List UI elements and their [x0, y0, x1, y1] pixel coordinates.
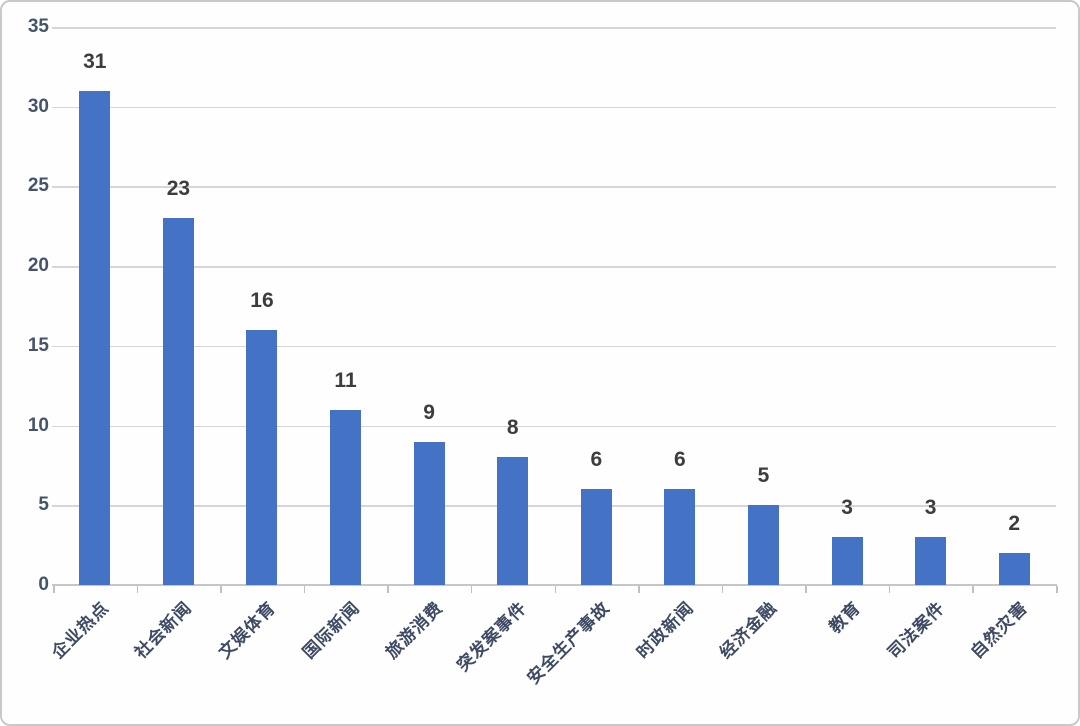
x-axis-tick [387, 586, 389, 593]
x-axis-tick [1056, 586, 1058, 593]
x-axis-tick [805, 586, 807, 593]
bar [998, 553, 1030, 585]
y-axis-tick-label: 30 [27, 95, 49, 117]
y-axis-tick-label: 35 [27, 16, 49, 37]
bar-value-label: 11 [334, 368, 357, 392]
bar-value-label: 31 [83, 49, 107, 73]
x-axis-tick [303, 586, 306, 593]
bar-value-label: 8 [506, 416, 519, 440]
gridline [52, 425, 1056, 428]
y-axis-tick-label: 5 [38, 494, 49, 516]
x-axis-tick [470, 586, 473, 593]
x-axis-tick [220, 586, 222, 593]
x-axis-category-label: 司法案件 [883, 598, 949, 663]
x-axis-tick [136, 586, 139, 593]
x-axis-category-label: 安全生产事故 [523, 598, 614, 688]
x-axis-tick [554, 586, 556, 593]
gridline [52, 27, 1056, 29]
y-axis-tick-label: 15 [27, 334, 49, 356]
bar [246, 329, 278, 585]
x-axis-line [52, 584, 1057, 586]
x-axis-tick [972, 586, 974, 593]
x-axis-category-label: 文娱体育 [215, 598, 280, 663]
gridline [52, 106, 1056, 109]
gridline [52, 505, 1056, 507]
x-axis-category-label: 突发案事件 [453, 598, 531, 676]
bar [664, 489, 696, 585]
bar [330, 409, 362, 585]
y-axis-tick-label: 10 [27, 414, 49, 436]
bar-value-label: 9 [423, 400, 435, 424]
y-axis-tick-label: 25 [27, 175, 49, 197]
bar-value-label: 6 [674, 448, 686, 472]
bar [580, 489, 612, 585]
x-axis-tick [53, 586, 55, 593]
bar-value-label: 3 [924, 496, 937, 520]
bar-value-label: 5 [757, 464, 770, 488]
bar [162, 218, 194, 585]
bar [497, 457, 529, 585]
x-axis-category-label: 旅游消费 [382, 598, 447, 663]
x-axis-tick [888, 586, 891, 593]
bar [413, 441, 445, 585]
y-axis-tick-label: 0 [38, 574, 49, 595]
x-axis-category-label: 国际新闻 [298, 598, 363, 663]
bar [831, 537, 863, 585]
bar-value-label: 16 [250, 288, 274, 312]
x-axis-category-label: 经济金融 [716, 598, 781, 663]
x-axis-category-label: 教育 [825, 598, 865, 637]
x-axis-tick [721, 586, 724, 593]
x-axis-category-label: 自然灾害 [967, 598, 1032, 663]
gridline [52, 345, 1056, 348]
x-axis-category-label: 社会新闻 [131, 598, 196, 663]
gridline [52, 266, 1056, 268]
bar-value-label: 23 [166, 177, 191, 201]
bar [747, 505, 779, 585]
gridline [52, 186, 1056, 188]
y-axis-tick-label: 20 [27, 255, 49, 277]
bar-value-label: 6 [590, 448, 603, 472]
bar [79, 90, 111, 585]
bar-value-label: 3 [841, 496, 853, 520]
x-axis-category-label: 企业热点 [47, 598, 113, 663]
x-axis-category-label: 时政新闻 [632, 598, 698, 663]
bar [915, 537, 947, 585]
bar-value-label: 2 [1008, 512, 1021, 536]
x-axis-tick [638, 586, 640, 593]
